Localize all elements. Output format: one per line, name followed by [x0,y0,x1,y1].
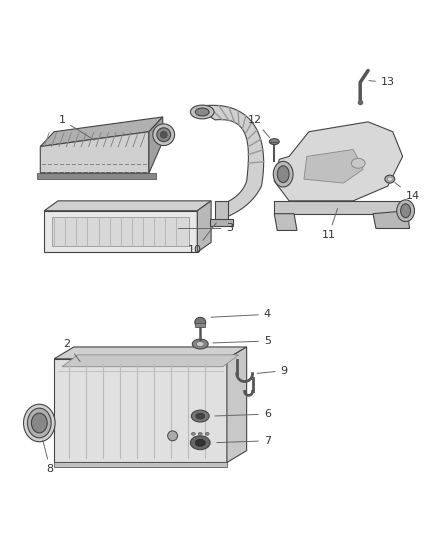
Polygon shape [274,214,297,230]
Ellipse shape [24,404,55,442]
Ellipse shape [277,166,289,183]
Polygon shape [149,117,163,173]
Ellipse shape [198,432,202,435]
Ellipse shape [401,204,410,217]
Polygon shape [37,173,156,179]
Ellipse shape [397,200,414,222]
Polygon shape [44,201,211,211]
Text: 5: 5 [213,336,271,346]
Ellipse shape [195,439,205,446]
Ellipse shape [273,161,293,187]
Ellipse shape [28,408,51,438]
Text: 12: 12 [247,115,269,138]
Ellipse shape [32,413,47,433]
Ellipse shape [351,158,365,168]
Polygon shape [215,201,228,221]
Ellipse shape [269,139,279,144]
Polygon shape [227,347,247,463]
Text: 9: 9 [257,366,288,376]
Ellipse shape [191,432,195,435]
Polygon shape [197,201,211,252]
Polygon shape [40,117,163,147]
Circle shape [168,431,177,441]
Polygon shape [44,211,197,252]
Polygon shape [373,211,410,229]
Ellipse shape [195,317,206,327]
Polygon shape [54,359,227,463]
Ellipse shape [205,432,209,435]
Polygon shape [40,132,149,173]
Ellipse shape [191,410,209,422]
Ellipse shape [195,108,209,116]
Text: 1: 1 [59,115,94,140]
Text: 11: 11 [321,208,338,240]
Ellipse shape [385,175,395,183]
Ellipse shape [153,124,175,146]
Ellipse shape [192,339,208,349]
Polygon shape [304,149,363,183]
Polygon shape [274,122,403,201]
Polygon shape [62,355,239,367]
Text: 2: 2 [64,339,80,361]
Polygon shape [52,216,189,246]
Polygon shape [195,324,205,327]
Text: 4: 4 [211,309,271,319]
Polygon shape [210,219,233,225]
Text: 8: 8 [43,440,54,474]
Polygon shape [54,347,247,359]
Ellipse shape [191,436,210,450]
Text: 6: 6 [215,409,271,419]
Text: 7: 7 [217,436,271,446]
Text: 10: 10 [188,223,216,255]
Text: 14: 14 [395,183,420,201]
Polygon shape [54,463,227,467]
Ellipse shape [191,105,214,119]
Ellipse shape [160,131,167,138]
Ellipse shape [157,128,171,142]
Ellipse shape [196,342,204,346]
Ellipse shape [196,413,205,419]
Polygon shape [274,201,403,214]
Text: 13: 13 [369,77,395,87]
Text: 3: 3 [178,223,233,233]
Polygon shape [195,106,264,219]
Ellipse shape [387,177,392,181]
